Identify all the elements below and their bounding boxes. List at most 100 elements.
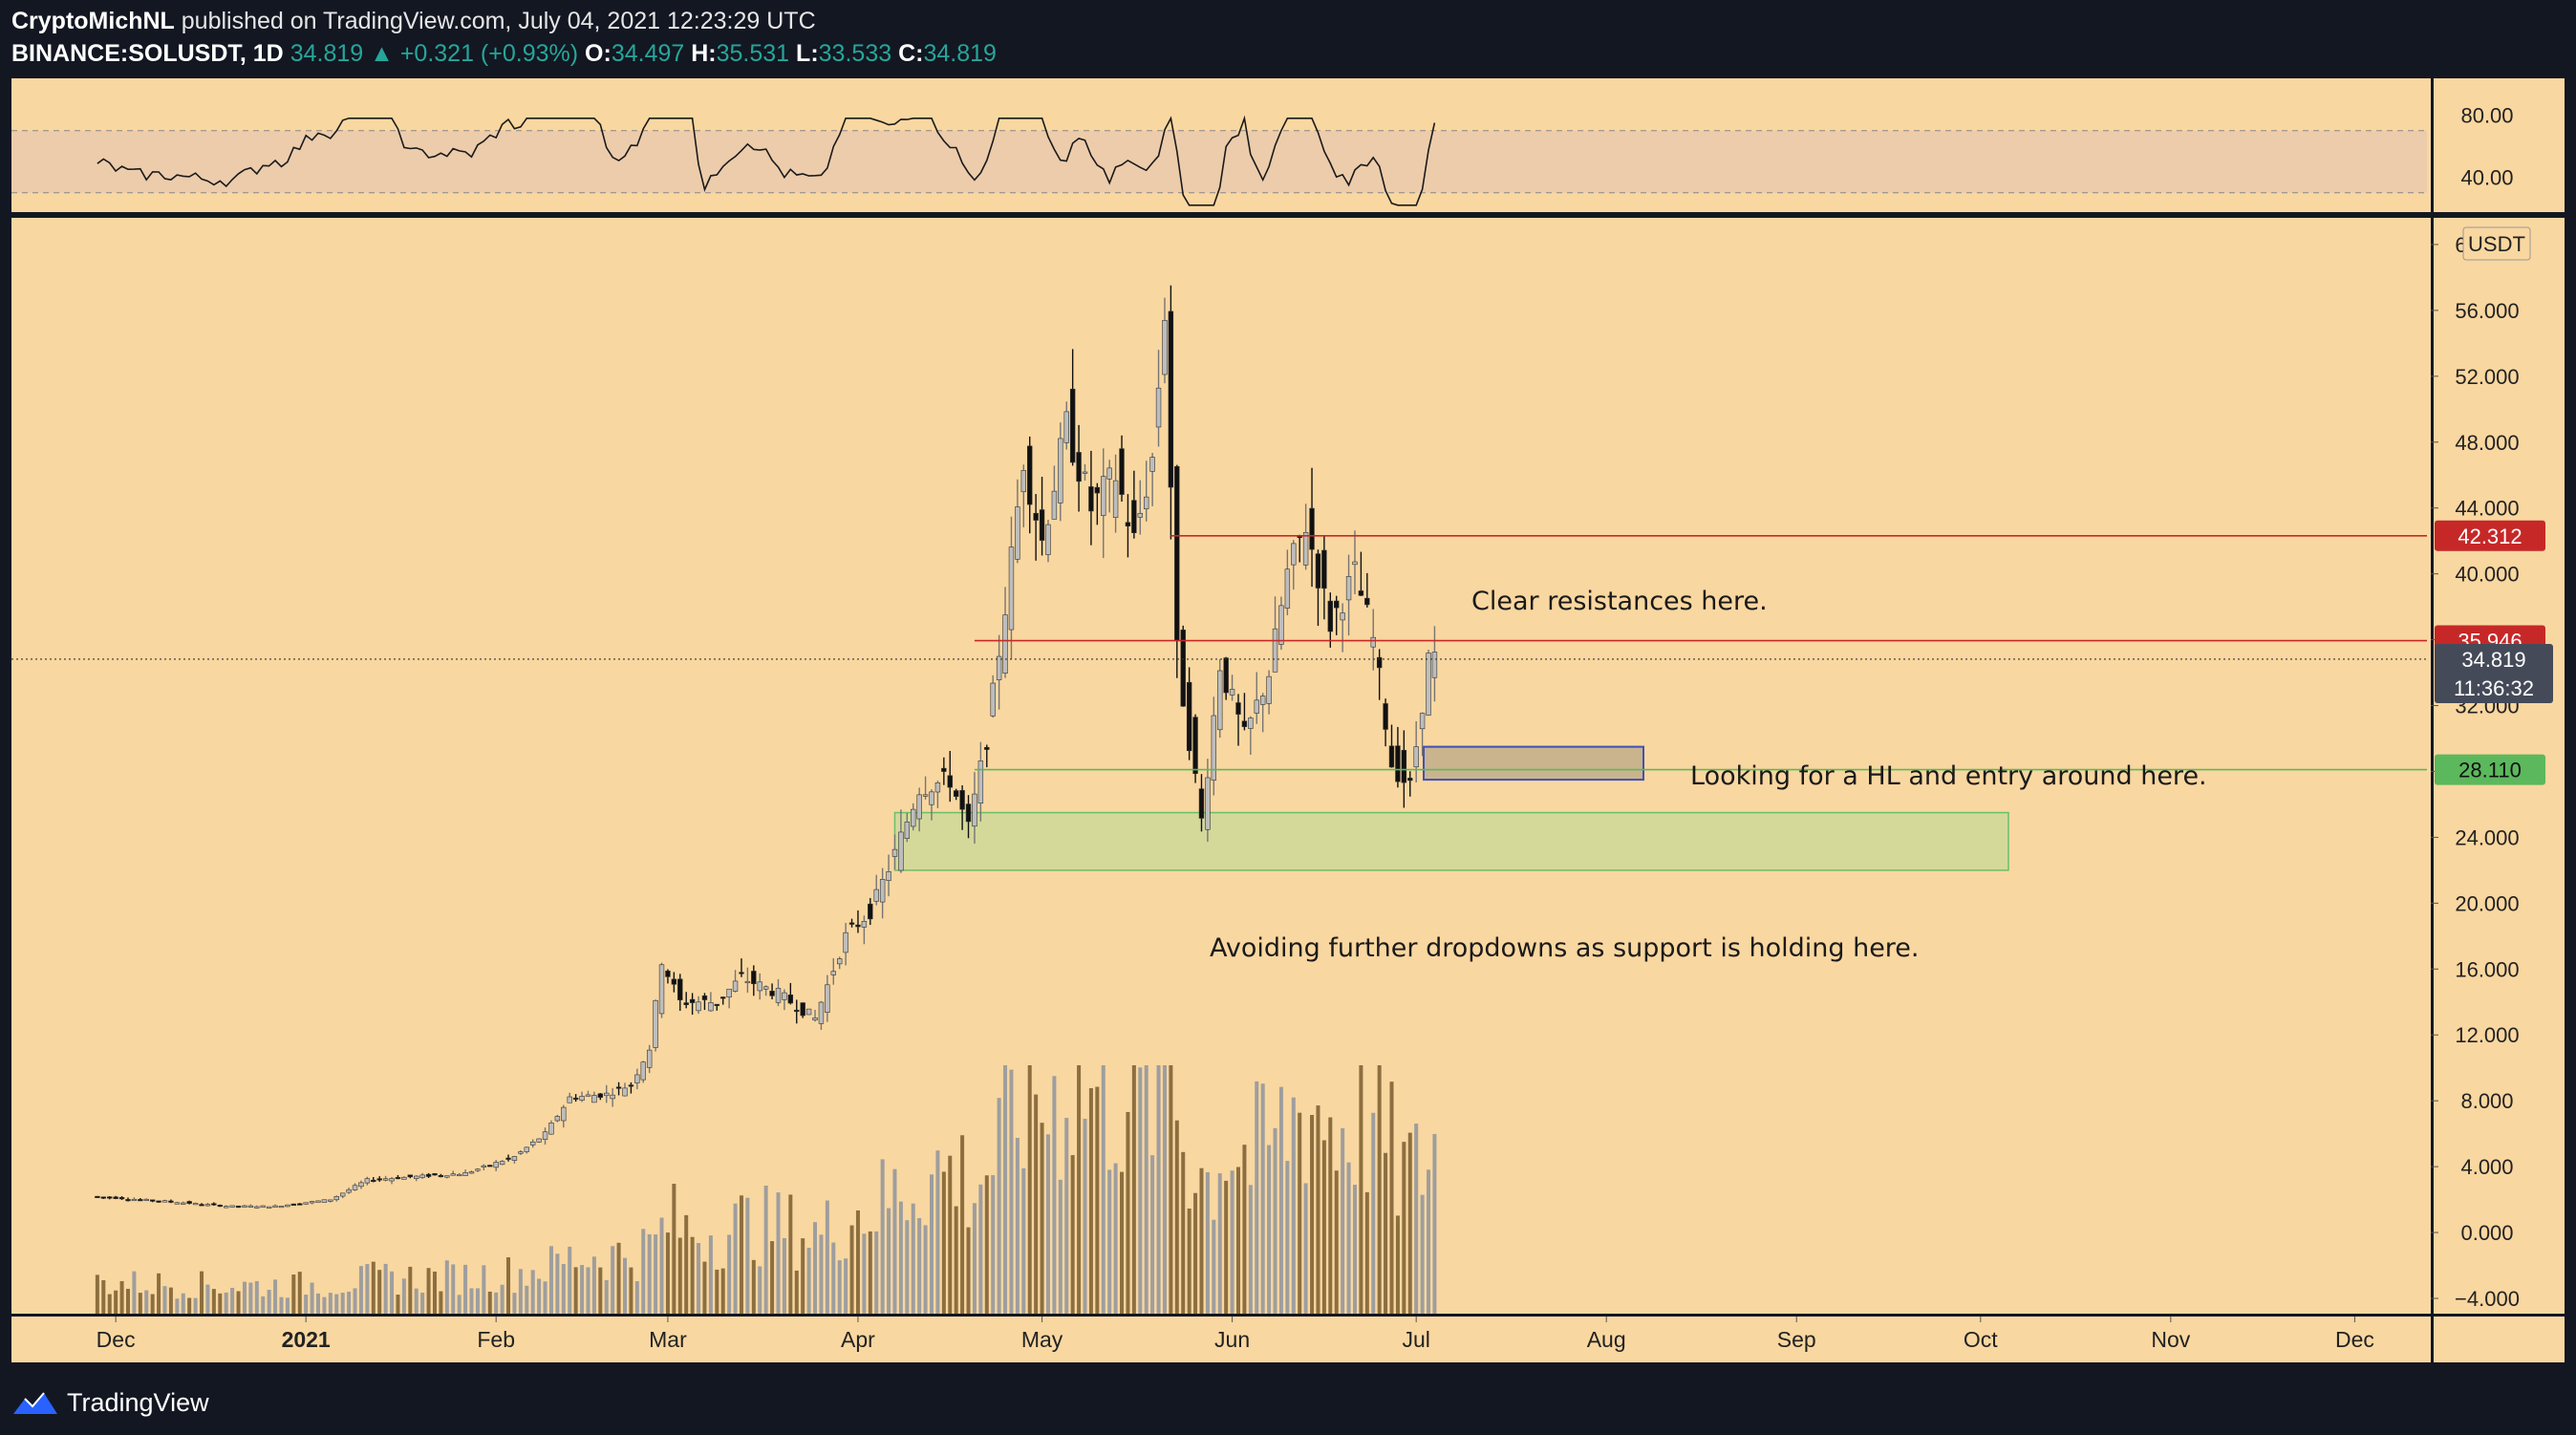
volume-bar [205,1284,210,1314]
brand-label: TradingView [67,1387,209,1417]
candle-body [904,822,911,839]
volume-bar [1230,1170,1234,1314]
volume-bar [855,1210,860,1314]
volume-bar [500,1284,504,1314]
volume-bar [806,1248,811,1314]
last-price: 34.819 [290,40,364,67]
volume-bar [1278,1086,1283,1314]
volume-bar [358,1266,363,1314]
candle-body [468,1171,475,1174]
candle-body [1020,470,1027,493]
candle-body [769,991,775,996]
candle-body [744,980,751,984]
candle-body [658,964,665,1015]
volume-bar [150,1294,155,1314]
volume-bar [1144,1065,1148,1314]
volume-bar [218,1293,223,1314]
candle-body [352,1185,358,1190]
candle-body [450,1173,456,1176]
candle-body [1327,600,1334,632]
candle-body [646,1049,653,1068]
volume-bar [634,1281,639,1314]
candle-body [1155,387,1162,428]
candle-body [861,921,868,928]
volume-bar [347,1291,352,1314]
candle-body [1125,522,1131,526]
candle-body [1088,486,1094,512]
volume-bar [665,1232,670,1314]
volume-bar [1248,1185,1253,1314]
candle-body [585,1094,591,1097]
volume-bar [1267,1145,1272,1314]
volume-bar [887,1208,891,1314]
volume-bar [451,1264,456,1314]
volume-bar [1217,1173,1222,1314]
candle-body [524,1146,529,1152]
candle-body [328,1199,333,1202]
candle-body [572,1097,579,1101]
candle-body [1144,496,1149,509]
volume-bar [1174,1120,1179,1314]
candle-body [812,1017,818,1020]
candle-body [1340,612,1345,621]
author[interactable]: CryptoMichNL [11,8,175,34]
volume-bar [482,1265,486,1314]
volume-bar [555,1253,560,1314]
tradingview-logo[interactable]: TradingView [11,1387,209,1418]
volume-bar [874,1231,879,1314]
candle-body [1254,699,1259,714]
volume-bar [494,1292,499,1314]
candle-body [825,984,830,1013]
publish-info: CryptoMichNL published on TradingView.co… [11,8,816,35]
candle-body [1352,561,1358,566]
candle-body [775,988,782,1003]
candle-body [419,1174,425,1178]
volume-bar [1045,1134,1050,1314]
candle-body [628,1084,634,1087]
entry-zone [1423,745,1644,782]
candle-body [224,1206,229,1209]
candle-body [315,1200,321,1203]
volume-bar [911,1203,915,1314]
candle-body [972,793,977,827]
volume-bar [641,1229,646,1314]
candle-body [561,1106,567,1122]
volume-bar [1077,1065,1082,1314]
candle-body [1058,438,1063,503]
candle-body [1112,480,1119,518]
candle-body [696,1001,701,1012]
volume-bar [813,1222,818,1314]
candle-body [762,986,769,990]
currency-badge[interactable] [2462,226,2531,261]
volume-bar [187,1297,192,1314]
price-tick-label: 4.000 [2460,1155,2513,1179]
time-tick-label: Jun [1214,1327,1250,1352]
volume-bar [377,1270,382,1314]
volume-bar [580,1265,585,1314]
volume-bar [1131,1065,1136,1314]
volume-bars [95,1065,1437,1314]
volume-bar [1432,1133,1437,1314]
candle-body [156,1200,161,1203]
candle-body [1426,653,1431,716]
volume-bar [414,1288,419,1314]
volume-bar [611,1246,615,1314]
volume-bar [697,1243,701,1314]
volume-bar [1346,1162,1351,1314]
volume-bar [157,1273,161,1314]
volume-bar [193,1297,198,1314]
candle-body [1345,576,1352,601]
candle-body [677,978,683,1000]
candle-body [1259,696,1266,705]
volume-bar [984,1175,989,1314]
time-tick-label: Nov [2151,1327,2190,1352]
volume-bar [291,1274,296,1314]
price-tick-label: 56.000 [2455,299,2519,323]
candle-body [1168,311,1174,488]
candle-body [579,1096,585,1101]
candle-body [1388,745,1395,768]
candle-body [898,831,904,871]
symbol[interactable]: BINANCE:SOLUSDT, 1D [11,40,284,67]
candle-body [1205,777,1211,830]
